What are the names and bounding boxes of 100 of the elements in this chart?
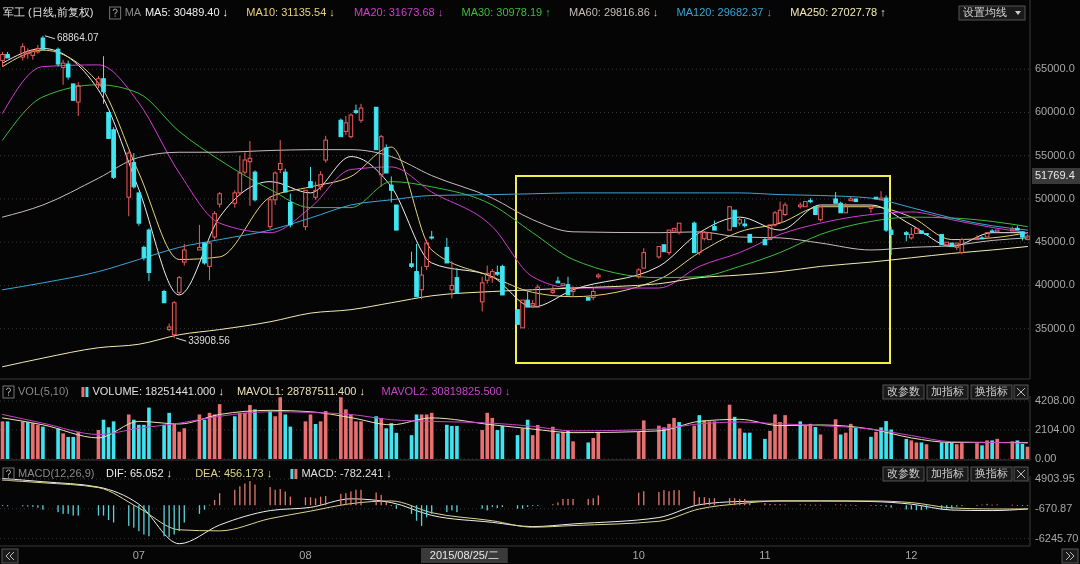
text: MA20: 31673.68 ↓ xyxy=(353,5,444,18)
text: MA10: 31135.54 ↓ xyxy=(246,5,335,18)
candlestick xyxy=(868,204,874,214)
bar xyxy=(61,433,65,459)
annotation: 换指标 xyxy=(975,384,1008,397)
x-tick-label: 10 xyxy=(632,548,645,561)
text: MA5: 30489.40 ↓ xyxy=(144,5,229,18)
candlestick xyxy=(641,247,647,269)
series-label: MAVOL1: 28787511.400 ↓ xyxy=(236,384,365,397)
candlestick xyxy=(979,235,985,240)
bar xyxy=(995,438,999,459)
candlestick xyxy=(989,228,995,233)
bar xyxy=(586,442,591,459)
candlestick xyxy=(40,35,46,50)
candlestick xyxy=(383,143,389,174)
bar xyxy=(869,436,873,459)
series-label: MAVOL2: 30819825.500 ↓ xyxy=(381,384,511,397)
y-tick-label: 0.00 xyxy=(1035,451,1057,464)
candlestick xyxy=(303,189,308,231)
candlestick xyxy=(813,206,818,216)
candlestick xyxy=(666,229,672,256)
candlestick xyxy=(732,209,737,228)
y-tick-label: 4903.95 xyxy=(1035,471,1075,484)
bar xyxy=(697,415,702,459)
legend-label: MACD: -782.241 ↓ xyxy=(301,466,392,479)
candlestick xyxy=(454,267,460,294)
line-series xyxy=(2,246,1028,368)
annotation: 68864.07 xyxy=(56,32,100,44)
bar xyxy=(798,421,803,459)
candlestick xyxy=(55,47,61,68)
candlestick xyxy=(343,115,349,136)
y-tick-label: 60000.0 xyxy=(1035,105,1075,118)
bar xyxy=(561,431,565,459)
annotation: 换指标 xyxy=(975,466,1008,479)
candlestick xyxy=(762,236,768,246)
text: MA120: 29682.37 ↓ xyxy=(676,5,773,18)
bar xyxy=(985,440,989,459)
y-tick-label: 4208.00 xyxy=(1035,393,1075,406)
bar xyxy=(662,427,666,459)
y-tick-label: 55000.0 xyxy=(1035,148,1075,161)
annotation: 改参数 xyxy=(887,384,920,397)
text: MA30: 30978.19 ↑ xyxy=(461,5,551,18)
legend-label: VOLUME: 18251441.000 ↓ xyxy=(92,384,224,397)
candlestick xyxy=(974,234,980,241)
candlestick xyxy=(949,242,955,248)
line-series xyxy=(2,149,1028,251)
bar xyxy=(591,437,596,459)
bar xyxy=(232,416,237,459)
candlestick xyxy=(394,204,399,231)
y-tick-label: 50000.0 xyxy=(1035,191,1075,204)
candlestick xyxy=(853,198,859,203)
text: 51769.4 xyxy=(1035,168,1075,181)
y-tick-label: 40000.0 xyxy=(1035,278,1075,291)
text: 军工 (日线,前复权) xyxy=(3,5,94,18)
candlestick xyxy=(20,42,26,62)
annotation: 设置均线 xyxy=(963,5,1007,18)
candlestick xyxy=(318,170,323,191)
candlestick xyxy=(555,276,561,284)
candlestick xyxy=(60,59,66,86)
y-tick-label: 2104.00 xyxy=(1035,422,1075,435)
bar xyxy=(253,409,257,459)
bar xyxy=(76,431,81,459)
candlestick xyxy=(656,246,662,260)
candlestick xyxy=(585,297,591,301)
x-tick-label: 12 xyxy=(905,548,918,561)
x-tick-label: 08 xyxy=(299,548,312,561)
bar xyxy=(20,421,25,459)
bar xyxy=(56,428,60,459)
bar xyxy=(556,433,560,459)
text: DEA: 456.173 ↓ xyxy=(195,466,273,479)
bar xyxy=(677,422,681,459)
annotation: 33908.56 xyxy=(188,334,231,346)
candlestick xyxy=(914,227,919,235)
y-tick-label: 45000.0 xyxy=(1035,235,1075,248)
candlestick xyxy=(676,222,682,235)
candlestick xyxy=(939,233,944,246)
y-tick-label: 65000.0 xyxy=(1035,62,1075,75)
candlestick xyxy=(550,285,556,295)
candlestick xyxy=(727,206,732,231)
candlestick xyxy=(944,241,949,246)
candlestick xyxy=(70,83,76,101)
bar xyxy=(904,438,909,459)
bar xyxy=(854,427,858,459)
bar xyxy=(535,424,540,459)
candlestick xyxy=(747,233,753,243)
candlestick xyxy=(984,232,990,238)
bar xyxy=(551,426,555,459)
candlestick xyxy=(515,309,520,325)
bar xyxy=(980,445,984,459)
candlestick xyxy=(101,55,106,105)
annotation: 改参数 xyxy=(887,466,920,479)
candlestick xyxy=(131,152,137,190)
x-tick-label: 11 xyxy=(759,548,771,561)
candlestick xyxy=(373,106,379,151)
bar xyxy=(379,417,383,459)
y-tick-label: 35000.0 xyxy=(1035,321,1075,334)
candlestick xyxy=(570,285,576,298)
legend-title: MA xyxy=(124,5,142,18)
text: MA60: 29816.86 ↓ xyxy=(569,5,659,18)
bar xyxy=(268,411,272,459)
